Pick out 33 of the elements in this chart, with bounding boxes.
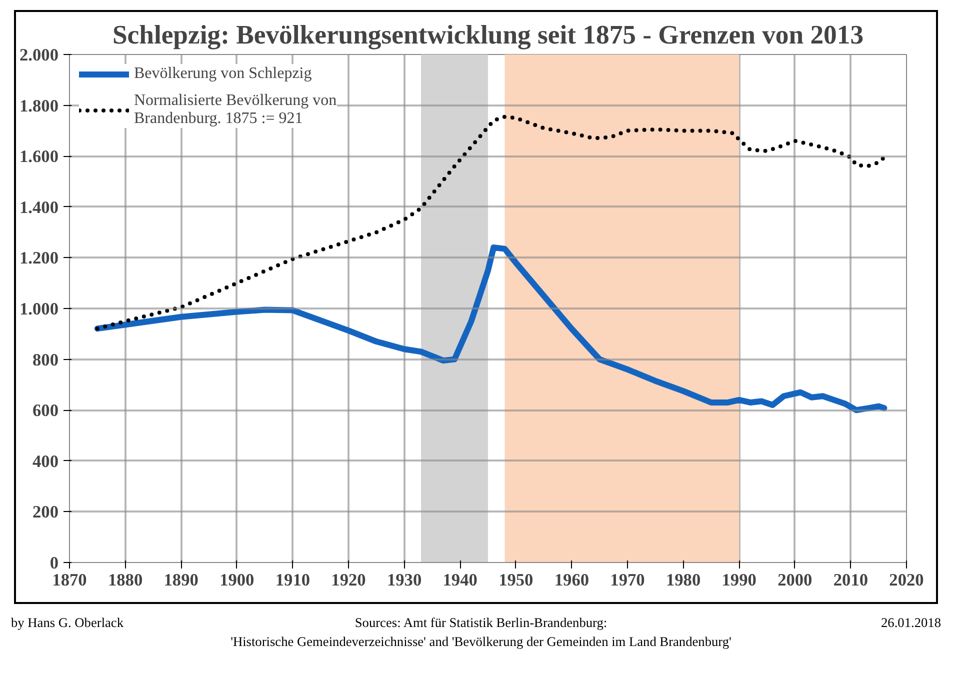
x-tick-label: 1910 (275, 570, 310, 590)
y-tick-label: 1.000 (20, 300, 59, 318)
y-tick-label: 800 (32, 350, 59, 370)
source-note: Sources: Amt für Statistik Berlin-Brandenburg: 'Historische Gemeindeverzeichnisse' and 'Bevölkerung der Gemeinden im Land Brandenburg' (230, 614, 732, 652)
x-tick-label: 1870 (52, 570, 87, 590)
y-tick-label: 200 (32, 502, 59, 522)
x-tick-label: 1940 (442, 570, 478, 590)
x-tick-label: 1920 (331, 570, 366, 590)
y-tick-label: 1.400 (20, 198, 59, 217)
x-tick-label: 1950 (498, 570, 534, 590)
x-tick-label: 1900 (220, 570, 254, 590)
chart-title: Schlepzig: Bevölkerungsentwicklung seit 1875 - Grenzen von 2013 (112, 20, 864, 50)
x-tick-label: 2000 (778, 570, 812, 590)
x-tick-label: 1930 (386, 570, 422, 590)
x-tick-label: 1990 (722, 570, 756, 590)
x-tick-label: 1980 (666, 570, 701, 590)
y-tick-label: 1.200 (20, 248, 59, 268)
text: by Hans G. Oberlack (11, 614, 124, 632)
legend-label: Normalisierte Bevölkerung von Brandenburg. 1875 := 921 (134, 92, 337, 128)
y-tick-label: 0 (50, 554, 59, 572)
x-tick-label: 2010 (833, 570, 868, 590)
text: 26.01.2018 (881, 614, 941, 632)
x-tick-label: 1970 (610, 570, 645, 590)
x-tick-label: 1960 (554, 570, 590, 590)
y-tick-label: 600 (32, 401, 59, 420)
x-tick-label: 2020 (889, 570, 924, 590)
legend-label: Bevölkerung von Schlepzig (134, 65, 312, 83)
y-tick-label: 2.000 (20, 46, 59, 64)
x-tick-label: 1890 (164, 570, 198, 590)
y-tick-label: 400 (32, 452, 59, 471)
y-tick-label: 1.800 (20, 96, 59, 116)
y-tick-label: 1.600 (20, 147, 59, 166)
x-tick-label: 1880 (108, 570, 143, 590)
